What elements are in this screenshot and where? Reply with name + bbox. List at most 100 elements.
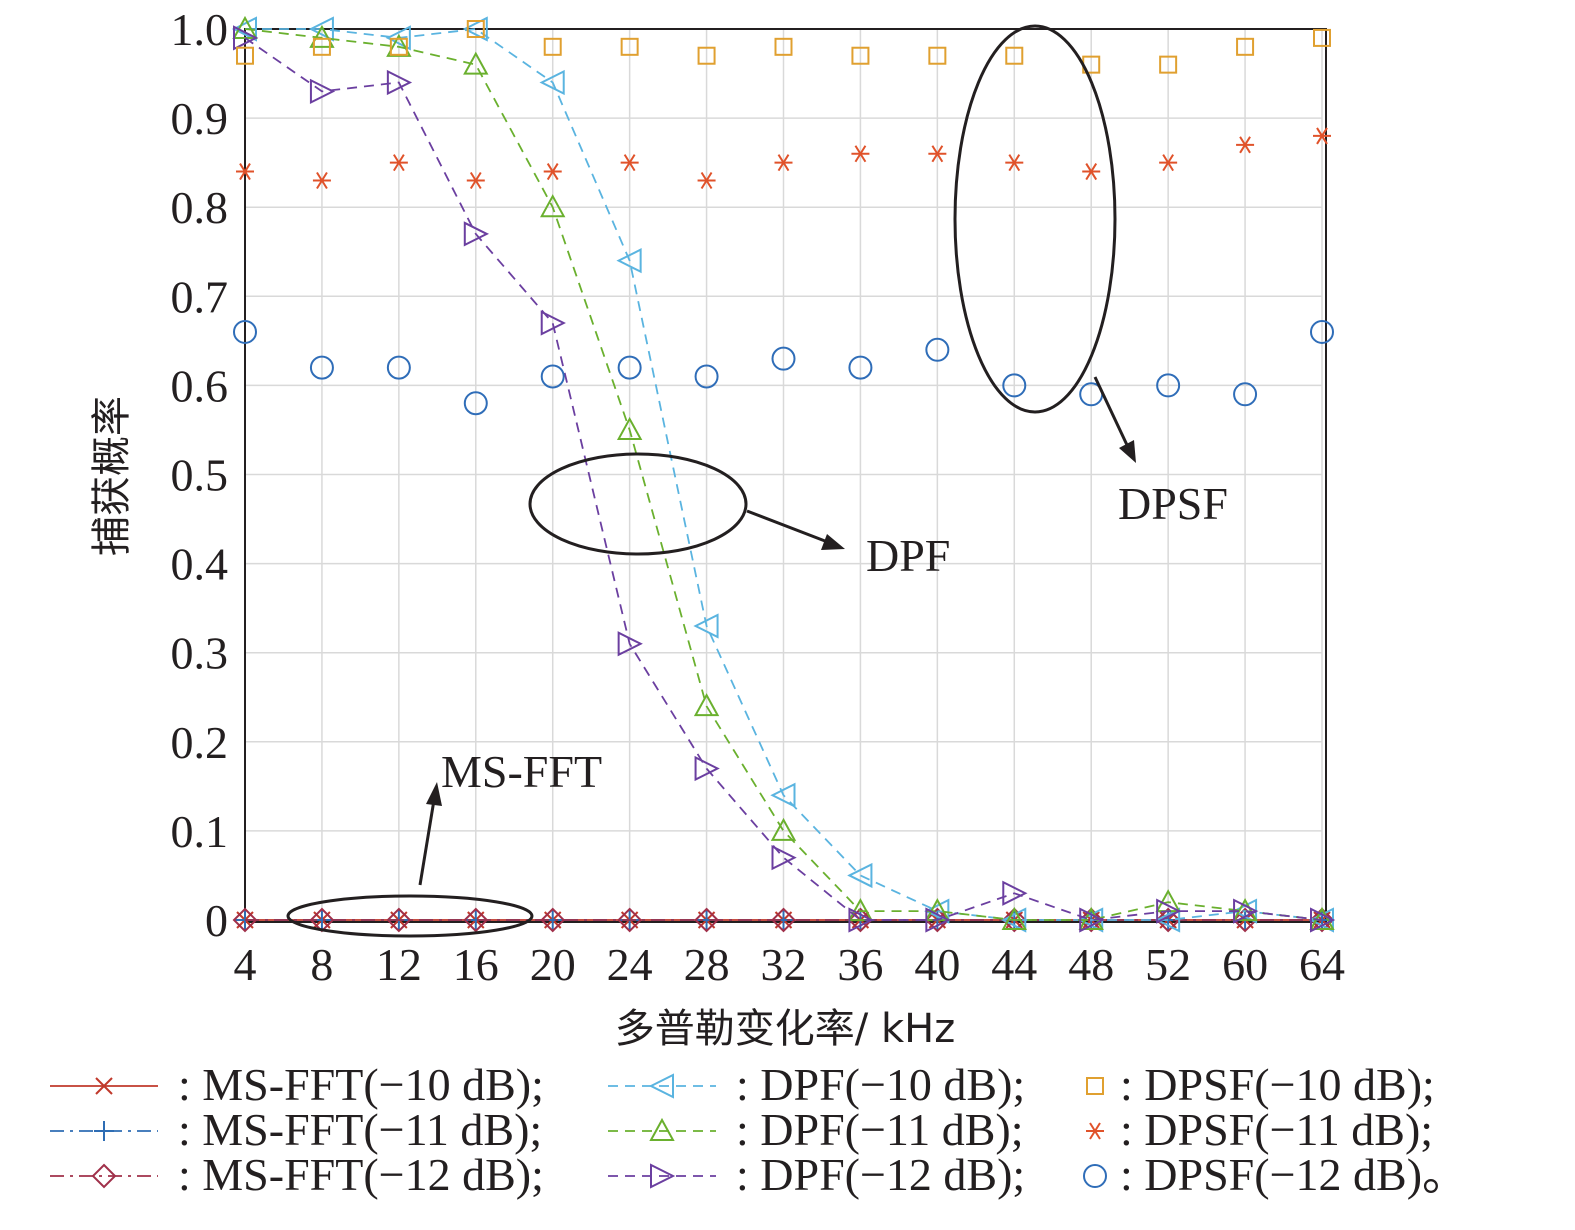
legend-item-msfft11: : MS-FFT(−11 dB); [50,1104,542,1155]
data-point-dpf12 [694,755,720,782]
dpf-arrow [746,509,826,543]
data-point-dpf10 [924,898,950,924]
data-point-dpsf11 [1005,154,1024,172]
data-point-dpf12 [309,78,336,104]
data-point-dpsf10 [543,37,562,56]
series-line-dpf10 [245,28,1323,921]
data-point-dpsf10 [236,46,254,65]
x-tick-label: 32 [761,939,807,990]
data-point-msfft12 [771,907,796,933]
data-point-msfft12 [1001,907,1027,933]
data-point-dpf11 [770,817,797,841]
data-point-msfft12 [463,907,489,933]
data-point-dpsf11 [774,154,793,172]
legend-item-dpf12: : DPF(−12 dB); [608,1149,1025,1200]
data-point-dpsf10 [1236,37,1255,56]
data-point-msfft12 [1155,907,1181,933]
data-point-dpf10 [231,16,257,42]
legend-item-dpsf11: : DPSF(−11 dB); [1086,1104,1433,1155]
data-point-dpsf10 [774,37,793,56]
data-point-dpsf11 [1313,127,1331,145]
data-point-dpf12 [1233,898,1259,924]
legend-label: : MS-FFT(−11 dB); [178,1104,542,1155]
legend-item-dpf11: : DPF(−11 dB); [608,1104,1024,1155]
data-point-dpf12 [771,845,797,871]
legend-marker [91,1163,117,1189]
legend-item-msfft12: : MS-FFT(−12 dB); [50,1149,544,1200]
x-tick-label: 8 [310,939,333,990]
legend-label: : DPSF(−12 dB)。 [1120,1149,1468,1200]
data-point-dpf12 [233,25,259,51]
series-dpf12 [233,25,1336,933]
data-point-dpf11 [616,416,643,440]
data-point-dpsf11 [928,145,947,163]
y-tick-label: 0.2 [171,717,229,768]
legend-label: : DPSF(−10 dB); [1120,1059,1435,1110]
data-point-dpsf12 [309,355,334,380]
data-point-msfft12 [540,907,566,933]
x-tick-label: 52 [1145,939,1191,990]
data-point-dpf11 [847,898,874,922]
data-point-dpf10 [693,613,719,639]
data-point-dpf10 [847,862,873,889]
dpsf-ellipse [953,24,1117,414]
x-tick-label: 16 [453,939,499,990]
x-axis-title: 多普勒变化率/ kHz [615,1006,955,1052]
data-point-dpf12 [540,310,566,336]
msfft-ellipse [286,894,534,938]
dpsf-arrowhead [1119,440,1136,463]
data-point-dpsf12 [925,337,950,362]
data-point-msfft12 [694,907,719,933]
data-point-dpsf12 [463,391,488,416]
data-point-dpsf11 [851,145,870,163]
legend-label: : DPF(−11 dB); [736,1104,1024,1155]
data-point-dpf12 [386,69,413,96]
data-point-dpsf11 [236,163,254,181]
annotation-dpsf: DPSF [1118,478,1228,529]
data-point-dpsf12 [386,355,411,380]
legend-label: : MS-FFT(−10 dB); [178,1059,544,1110]
data-point-msfft12 [1232,907,1258,933]
data-point-dpsf12 [1310,319,1334,344]
data-point-dpsf10 [1159,55,1178,74]
legend-marker [1086,1122,1104,1140]
data-point-dpf11 [463,51,489,75]
x-tick-label: 60 [1222,939,1268,990]
series-msfft12 [232,907,1335,933]
data-point-dpsf11 [312,171,331,190]
data-point-dpsf10 [466,20,485,38]
series-dpsf11 [236,127,1331,190]
x-tick-label: 4 [234,939,257,990]
data-point-dpsf12 [848,355,873,380]
y-axis-title: 捕获概率 [89,396,135,556]
legend-label: : DPSF(−11 dB); [1120,1104,1433,1155]
data-point-dpf11 [309,24,335,48]
data-point-dpsf11 [389,154,408,172]
data-point-msfft12 [617,907,643,933]
legend-label: : MS-FFT(−12 dB); [178,1149,544,1200]
annotation-msfft: MS-FFT [441,746,602,797]
series-dpsf12 [233,319,1334,416]
data-point-dpsf11 [1159,154,1178,172]
y-tick-label: 0.5 [171,450,229,501]
data-point-dpf12 [925,907,951,933]
grid [244,28,1323,921]
data-point-dpsf12 [540,364,565,389]
x-tick-label: 12 [376,939,422,990]
data-point-dpf10 [462,16,488,42]
dpf-ellipse [528,452,748,556]
data-point-dpf10 [539,69,565,96]
data-point-msfft12 [848,907,873,933]
series-layer [231,15,1336,933]
legend-item-dpsf12: : DPSF(−12 dB)。 [1083,1149,1468,1200]
data-point-dpsf12 [233,319,257,344]
y-tick-label: 0.7 [171,271,229,322]
x-tick-label: 20 [530,939,576,990]
data-point-dpf11 [693,693,720,717]
data-point-dpsf11 [543,163,562,181]
data-point-dpsf10 [312,37,331,56]
data-point-dpsf10 [697,46,716,65]
data-point-dpf12 [463,221,490,247]
data-point-dpsf11 [1082,163,1101,181]
